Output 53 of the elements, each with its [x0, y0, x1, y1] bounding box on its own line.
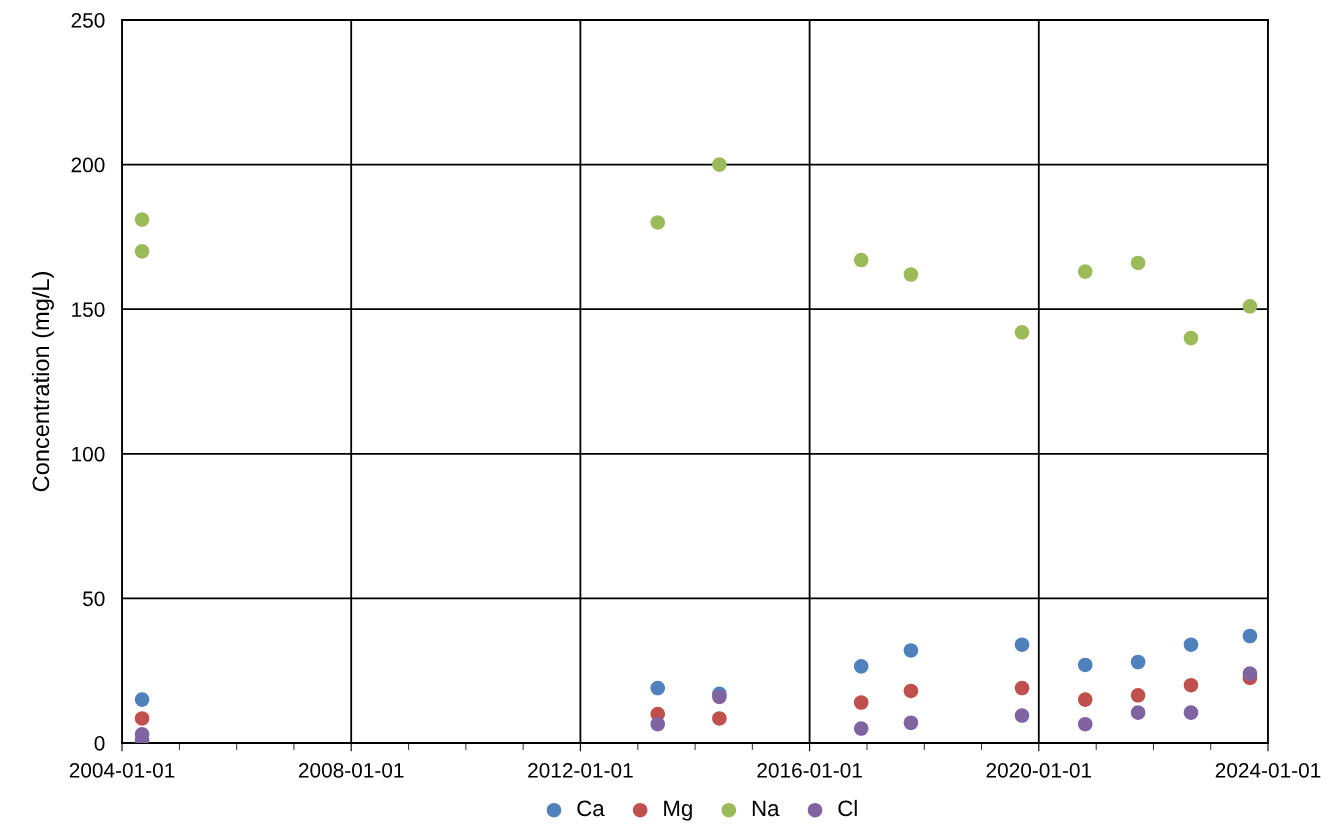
y-axis-title: Concentration (mg/L) — [31, 272, 54, 492]
point — [1077, 264, 1093, 279]
point — [1130, 705, 1146, 720]
point — [1014, 637, 1030, 652]
point — [853, 252, 869, 268]
x-tick-label: 2024-01-01 — [1215, 762, 1321, 778]
point — [1183, 677, 1199, 693]
y-tick-label: 0 — [94, 736, 105, 751]
y-tick-label: 200 — [71, 157, 105, 173]
legend-label: Mg — [664, 800, 692, 821]
point — [903, 715, 919, 731]
legend-label: Cl — [838, 799, 857, 817]
point — [712, 711, 727, 726]
point — [134, 692, 150, 707]
point — [1130, 688, 1146, 703]
point — [1077, 716, 1093, 732]
point — [853, 721, 869, 736]
x-tick-label: 2008-01-01 — [298, 762, 404, 778]
point — [1014, 680, 1030, 696]
point — [1077, 657, 1093, 673]
point — [134, 244, 150, 259]
point — [134, 212, 150, 227]
point — [903, 643, 919, 658]
point — [1130, 654, 1146, 670]
x-tick-label: 2012-01-01 — [528, 762, 633, 778]
y-tick-label: 150 — [72, 302, 105, 317]
x-tick-label: 2020-01-01 — [986, 762, 1092, 778]
point — [1014, 708, 1030, 723]
y-tick-label: 50 — [83, 591, 105, 607]
x-tick-label: 2004-01-01 — [69, 762, 175, 778]
point — [1077, 692, 1093, 707]
legend-label: Ca — [577, 800, 605, 817]
point — [712, 157, 727, 172]
point — [853, 695, 869, 710]
point — [134, 711, 150, 726]
point — [903, 267, 919, 282]
point — [1242, 666, 1258, 681]
point — [853, 659, 869, 674]
point — [650, 680, 666, 696]
point — [1183, 637, 1199, 652]
point — [1183, 705, 1199, 720]
point — [1242, 628, 1258, 644]
x-tick-label: 2016-01-01 — [757, 762, 862, 778]
legend-label: Na — [752, 800, 780, 817]
point — [903, 683, 919, 699]
point — [650, 716, 666, 732]
y-tick-label: 100 — [72, 446, 105, 462]
point — [1014, 325, 1030, 340]
point — [650, 215, 666, 230]
point — [1242, 299, 1258, 314]
point — [1130, 255, 1146, 271]
point — [1183, 330, 1199, 346]
y-tick-label: 250 — [71, 13, 105, 28]
